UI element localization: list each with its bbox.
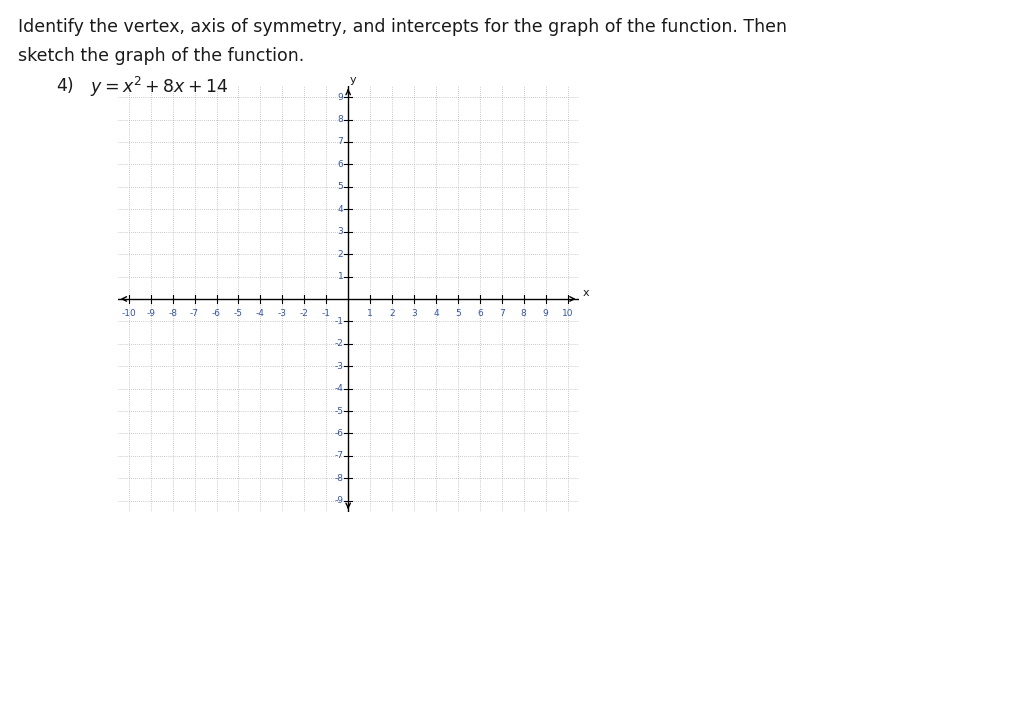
Text: x: x xyxy=(583,289,590,299)
Text: -5: -5 xyxy=(233,309,243,318)
Text: -5: -5 xyxy=(334,407,343,415)
Text: 3: 3 xyxy=(411,309,417,318)
Text: 10: 10 xyxy=(562,309,573,318)
Text: 9: 9 xyxy=(338,92,343,102)
Text: 1: 1 xyxy=(338,272,343,281)
Text: 7: 7 xyxy=(338,137,343,147)
Text: 1: 1 xyxy=(368,309,373,318)
Text: 5: 5 xyxy=(455,309,461,318)
Text: y: y xyxy=(349,74,356,84)
Text: 2: 2 xyxy=(389,309,395,318)
Text: -3: -3 xyxy=(334,362,343,371)
Text: 7: 7 xyxy=(499,309,505,318)
Text: 3: 3 xyxy=(338,227,343,236)
Text: -1: -1 xyxy=(334,317,343,326)
Text: -2: -2 xyxy=(300,309,308,318)
Text: $y = x^2 + 8x + 14$: $y = x^2 + 8x + 14$ xyxy=(90,74,228,99)
Text: 2: 2 xyxy=(338,250,343,258)
Text: 6: 6 xyxy=(338,160,343,169)
Text: 9: 9 xyxy=(543,309,549,318)
Text: -7: -7 xyxy=(190,309,199,318)
Text: -1: -1 xyxy=(322,309,331,318)
Text: -6: -6 xyxy=(212,309,221,318)
Text: -3: -3 xyxy=(278,309,287,318)
Text: 4): 4) xyxy=(56,77,74,95)
Text: Identify the vertex, axis of symmetry, and intercepts for the graph of the funct: Identify the vertex, axis of symmetry, a… xyxy=(18,18,787,36)
Text: sketch the graph of the function.: sketch the graph of the function. xyxy=(18,47,305,64)
Text: -8: -8 xyxy=(168,309,177,318)
Text: -10: -10 xyxy=(122,309,136,318)
Text: -7: -7 xyxy=(334,451,343,460)
Text: 6: 6 xyxy=(477,309,482,318)
Text: 8: 8 xyxy=(521,309,526,318)
Text: 8: 8 xyxy=(338,115,343,124)
Text: 4: 4 xyxy=(433,309,438,318)
Text: -4: -4 xyxy=(335,384,343,393)
Text: -2: -2 xyxy=(335,339,343,348)
Text: -4: -4 xyxy=(256,309,265,318)
Text: -6: -6 xyxy=(334,429,343,438)
Text: -9: -9 xyxy=(146,309,156,318)
Text: 4: 4 xyxy=(338,205,343,214)
Text: -9: -9 xyxy=(334,496,343,505)
Text: 5: 5 xyxy=(338,183,343,191)
Text: -8: -8 xyxy=(334,474,343,483)
